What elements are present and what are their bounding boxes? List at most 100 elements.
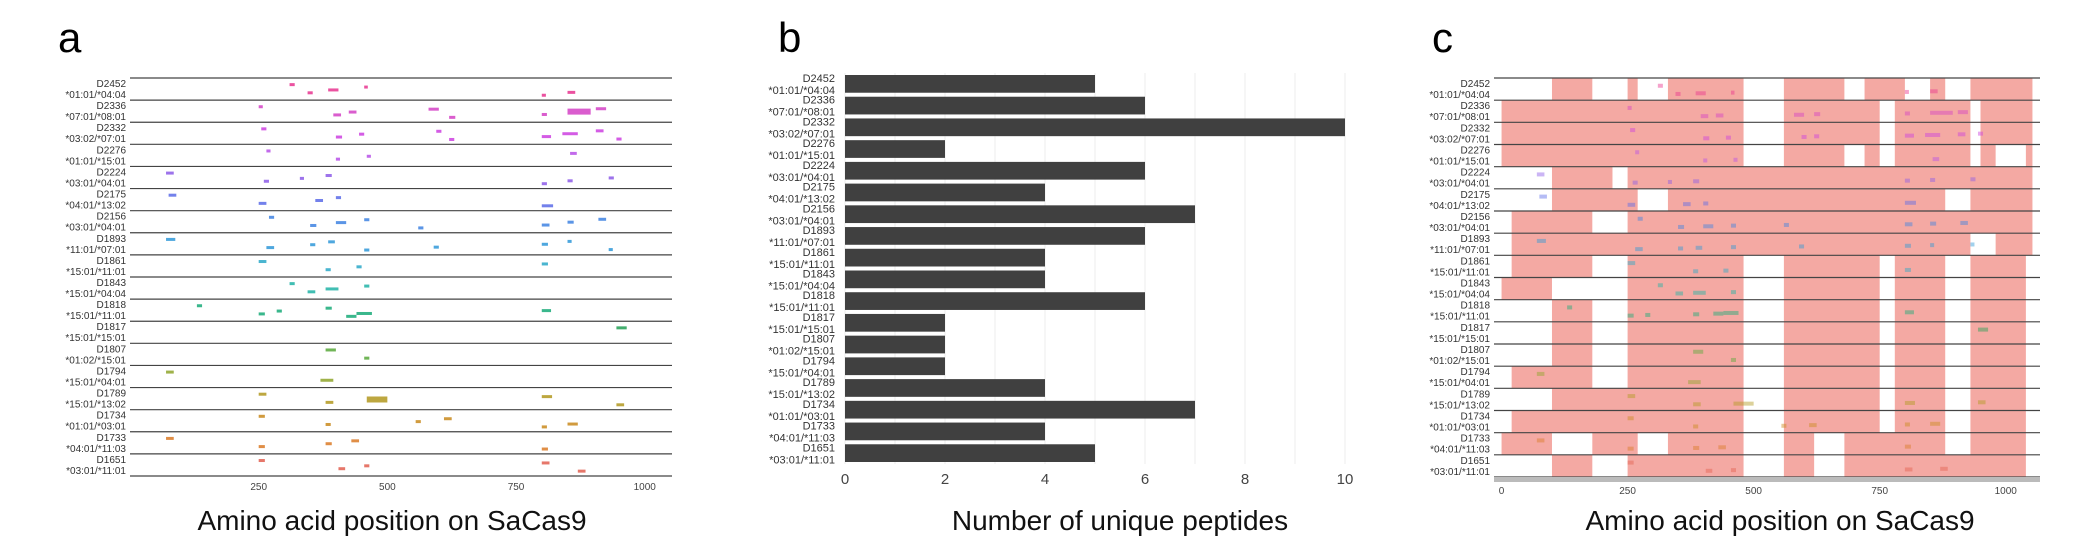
peptide-mark xyxy=(258,201,267,205)
peptide-overlay-mark xyxy=(1960,220,1968,225)
category-hla-label: *01:02/*15:01 xyxy=(768,346,835,358)
peptide-mark xyxy=(315,198,324,202)
peptide-mark xyxy=(541,93,546,97)
sample-hla-label: *15:01/*04:04 xyxy=(1429,290,1490,301)
peptide-mark xyxy=(335,135,343,139)
peptide-mark xyxy=(166,436,174,440)
coverage-segment xyxy=(1894,321,1946,344)
sample-id-label: D2332 xyxy=(97,123,127,134)
coverage-segment xyxy=(2025,144,2033,167)
coverage-segment xyxy=(1844,432,1946,455)
peptide-mark xyxy=(541,309,552,313)
category-id-label: D1734 xyxy=(803,399,835,411)
peptide-mark xyxy=(258,445,265,449)
sample-id-label: D2452 xyxy=(1461,79,1491,90)
peptide-overlay-mark xyxy=(1693,290,1706,295)
sample-id-label: D1861 xyxy=(97,256,127,267)
peptide-mark xyxy=(541,182,547,186)
sample-hla-label: *03:01/*04:01 xyxy=(65,178,126,189)
x-tick-label: 4 xyxy=(1041,471,1049,488)
category-hla-label: *03:01/*04:01 xyxy=(768,172,835,184)
peptide-mark xyxy=(428,107,439,111)
peptide-mark xyxy=(166,370,174,374)
category-hla-label: *15:01/*13:02 xyxy=(768,389,835,401)
peptide-mark xyxy=(338,467,346,471)
coverage-segment xyxy=(1551,321,1593,344)
sample-id-label: D1733 xyxy=(1461,434,1491,445)
bar xyxy=(845,140,945,158)
peptide-mark xyxy=(570,151,577,155)
peptide-mark xyxy=(335,196,342,200)
peptide-mark xyxy=(595,107,607,111)
peptide-mark xyxy=(364,356,370,360)
peptide-mark xyxy=(261,127,267,131)
peptide-mark xyxy=(351,439,360,443)
peptide-overlay-mark xyxy=(1793,112,1805,117)
peptide-overlay-mark xyxy=(1730,357,1736,362)
coverage-segment xyxy=(1783,432,1815,455)
peptide-mark xyxy=(364,464,370,468)
peptide-mark xyxy=(325,306,332,310)
peptide-overlay-mark xyxy=(1904,467,1913,472)
peptide-mark xyxy=(258,312,265,316)
coverage-segment xyxy=(1667,188,1946,211)
coverage-segment xyxy=(1511,255,1593,278)
sample-id-label: D1789 xyxy=(1461,389,1491,400)
coverage-segment xyxy=(1592,432,1638,455)
peptide-mark xyxy=(356,311,372,315)
coverage-segment xyxy=(1980,144,1996,167)
peptide-mark xyxy=(415,420,421,424)
peptide-overlay-mark xyxy=(1977,327,1989,332)
panel-b-caption: Number of unique peptides xyxy=(952,505,1288,536)
category-id-label: D2452 xyxy=(803,73,835,85)
peptide-overlay-mark xyxy=(1695,91,1706,96)
category-hla-label: *03:01/*11:01 xyxy=(769,454,835,466)
coverage-segment xyxy=(1783,277,1880,300)
coverage-segment xyxy=(1551,388,1744,411)
peptide-overlay-mark xyxy=(1693,424,1699,429)
sample-hla-label: *01:02/*15:01 xyxy=(65,355,126,366)
coverage-segment xyxy=(1894,410,1946,433)
peptide-overlay-mark xyxy=(1930,421,1941,426)
x-tick-label: 500 xyxy=(379,482,396,493)
peptide-mark xyxy=(567,179,573,183)
sample-hla-label: *01:01/*04:04 xyxy=(1429,90,1490,101)
sample-id-label: D1789 xyxy=(97,389,127,400)
bar xyxy=(845,422,1045,441)
sample-id-label: D1818 xyxy=(97,300,127,311)
category-hla-label: *03:01/*04:01 xyxy=(768,215,835,227)
bar xyxy=(845,313,945,332)
coverage-segment xyxy=(1501,144,1744,167)
peptide-overlay-mark xyxy=(1814,112,1821,117)
sample-id-label: D1734 xyxy=(97,411,127,422)
peptide-mark xyxy=(325,268,331,272)
sample-id-label: D1794 xyxy=(97,366,127,377)
sample-hla-label: *11:01/*07:01 xyxy=(1430,245,1490,256)
x-tick-label: 2 xyxy=(941,471,949,488)
sample-hla-label: *03:01/*04:01 xyxy=(65,223,126,234)
peptide-mark xyxy=(310,243,316,247)
x-tick-label: 500 xyxy=(1745,486,1762,497)
peptide-overlay-mark xyxy=(1695,245,1703,250)
peptide-overlay-mark xyxy=(1904,133,1914,138)
peptide-overlay-mark xyxy=(1930,177,1936,182)
peptide-overlay-mark xyxy=(1904,89,1909,94)
peptide-overlay-mark xyxy=(1723,310,1739,315)
sample-hla-label: *03:01/*11:01 xyxy=(1430,467,1490,478)
panel-c-caption: Amino acid position on SaCas9 xyxy=(1585,505,1974,536)
x-tick-label: 250 xyxy=(250,482,267,493)
peptide-overlay-mark xyxy=(1904,444,1911,449)
sample-hla-label: *15:01/*04:01 xyxy=(65,377,126,388)
peptide-mark xyxy=(168,193,177,197)
coverage-segment xyxy=(1783,122,1880,145)
peptide-overlay-mark xyxy=(1957,132,1966,137)
peptide-mark xyxy=(333,113,342,117)
peptide-mark xyxy=(449,115,456,119)
peptide-overlay-mark xyxy=(1904,422,1910,427)
peptide-mark xyxy=(348,110,357,114)
coverage-segment xyxy=(1551,454,1593,477)
peptide-mark xyxy=(366,396,388,403)
peptide-overlay-mark xyxy=(1730,290,1736,295)
peptide-overlay-mark xyxy=(1693,402,1701,407)
coverage-segment xyxy=(1783,144,1845,167)
